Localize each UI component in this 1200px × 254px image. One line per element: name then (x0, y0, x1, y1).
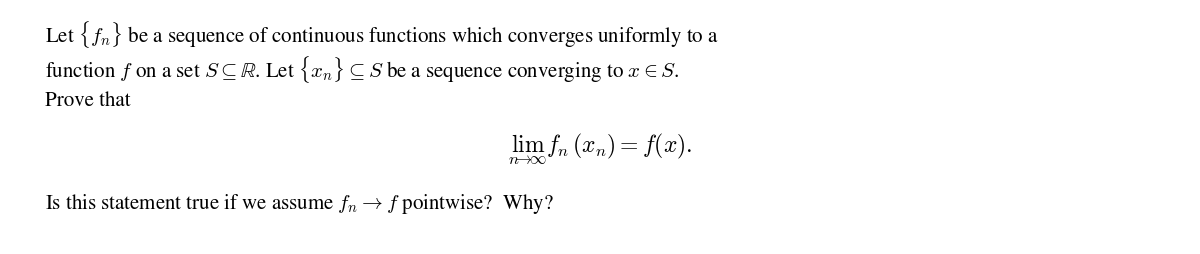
Text: Is this statement true if we assume $f_n \to f$ pointwise?  Why?: Is this statement true if we assume $f_n… (46, 192, 553, 216)
Text: Prove that: Prove that (46, 91, 131, 111)
Text: function $f$ on a set $S \subseteq \mathbb{R}$. Let $\{x_n\} \subseteq S$ be a s: function $f$ on a set $S \subseteq \math… (46, 54, 679, 85)
Text: $\lim_{n\!\to\!\infty} f_n(x_n) = f(x).$: $\lim_{n\!\to\!\infty} f_n(x_n) = f(x).$ (508, 132, 692, 166)
Text: Let $\{f_n\}$ be a sequence of continuous functions which converges uniformly to: Let $\{f_n\}$ be a sequence of continuou… (46, 19, 719, 50)
